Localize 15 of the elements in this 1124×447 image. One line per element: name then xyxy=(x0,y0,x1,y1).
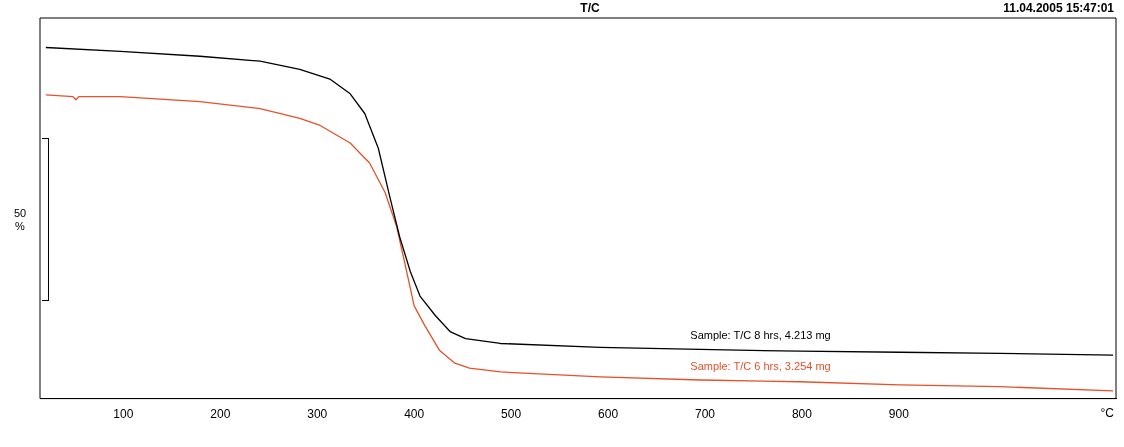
x-tick-label: 400 xyxy=(404,407,425,422)
series-label: Sample: T/C 6 hrs, 3.254 mg xyxy=(690,359,831,372)
x-axis-title: °C xyxy=(1100,405,1115,420)
series-label: Sample: T/C 8 hrs, 4.213 mg xyxy=(690,328,831,341)
x-tick-label: 100 xyxy=(113,407,134,422)
chart-title: T/C xyxy=(580,1,600,16)
chart-subtitle: 11.04.2005 15:47:01 xyxy=(1003,1,1115,16)
text: 50 % xyxy=(12,206,28,233)
x-tick-label: 500 xyxy=(501,407,522,422)
x-tick-label: 300 xyxy=(307,407,328,422)
x-tick-label: 700 xyxy=(694,407,716,422)
x-tick-label: 200 xyxy=(210,407,231,422)
x-tick-label: 600 xyxy=(598,407,619,422)
x-tick-label: 900 xyxy=(888,407,910,422)
x-tick-label: 800 xyxy=(791,407,813,422)
